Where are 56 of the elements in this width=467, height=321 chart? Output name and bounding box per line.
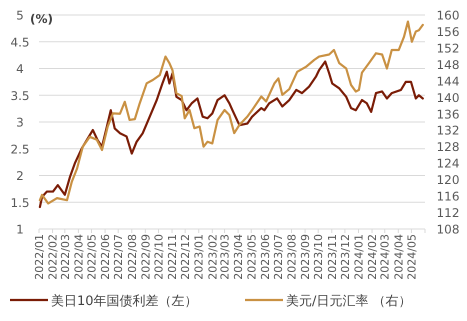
x-tick-label: 2022/04 (72, 234, 86, 280)
y-tick-label: 2.5 (10, 142, 30, 156)
y-tick-label: 1.5 (10, 196, 30, 210)
legend-label: 美日10年国债利差（左） (51, 293, 198, 309)
y-tick-label: 3.5 (10, 88, 30, 103)
x-tick-label: 2022/06 (99, 234, 112, 280)
x-tick-label: 2024/05 (405, 234, 418, 280)
x-tick-label: 2022/10 (152, 234, 166, 280)
x-tick-label: 2023/02 (206, 234, 220, 280)
x-tick-label: 2022/08 (126, 234, 139, 280)
x-tick-label: 2023/06 (258, 234, 272, 280)
x-tick-label: 2023/04 (232, 234, 246, 280)
y2-tick-label: 144 (436, 74, 460, 88)
x-tick-label: 2023/05 (245, 234, 258, 280)
y2-tick-label: 160 (436, 8, 460, 22)
x-tick-label: 2023/08 (286, 234, 299, 280)
y2-tick-label: 136 (436, 107, 460, 122)
y2-tick-label: 120 (436, 173, 460, 188)
x-tick-label: 2023/09 (299, 234, 312, 280)
x-tick-label: 2022/11 (166, 234, 180, 280)
x-tick-label: 2024/04 (392, 234, 406, 280)
y2-tick-label: 156 (436, 24, 460, 39)
x-tick-label: 2023/11 (326, 234, 339, 280)
x-tick-label: 2024/03 (378, 234, 392, 280)
x-tick-label: 2023/07 (272, 234, 285, 280)
line-series (38, 60, 424, 208)
y-axis-title: (%) (30, 12, 53, 26)
x-tick-label: 2023/12 (338, 234, 352, 280)
x-tick-label: 2022/05 (86, 234, 99, 280)
y-tick-label: 4.5 (10, 35, 30, 50)
y2-tick-label: 148 (436, 58, 460, 72)
y2-tick-label: 140 (436, 90, 460, 105)
y-tick-label: 2 (16, 169, 24, 183)
y2-tick-label: 108 (436, 222, 460, 236)
x-tick-label: 2022/12 (179, 234, 192, 280)
x-tick-label: 2024/01 (352, 234, 366, 280)
x-tick-label: 2022/03 (58, 234, 72, 280)
x-tick-label: 2023/03 (218, 234, 232, 280)
x-tick-label: 2022/07 (112, 234, 126, 280)
x-tick-label: 2022/01 (33, 234, 46, 280)
x-tick-label: 2024/02 (366, 234, 380, 280)
x-tick-label: 2023/01 (192, 234, 206, 280)
y2-tick-label: 116 (436, 190, 460, 204)
y2-tick-label: 112 (436, 206, 460, 220)
y-tick-label: 1 (16, 222, 24, 236)
y-tick-label: 5 (16, 8, 24, 22)
y-tick-label: 3 (16, 116, 24, 130)
y2-tick-label: 128 (436, 140, 460, 154)
x-tick-label: 2022/02 (46, 234, 60, 280)
x-tick-label: 2023/10 (312, 234, 326, 280)
x-tick-label: 2022/09 (139, 234, 152, 280)
y2-tick-label: 132 (436, 124, 460, 138)
y-tick-label: 4 (16, 62, 24, 76)
y2-tick-label: 124 (436, 156, 460, 171)
legend-label: 美元/日元汇率 （右） (286, 293, 412, 309)
y2-tick-label: 152 (436, 41, 460, 56)
